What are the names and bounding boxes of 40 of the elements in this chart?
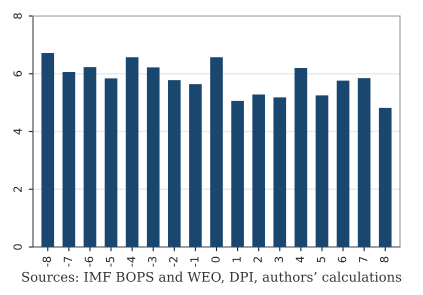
bar	[378, 108, 392, 247]
x-tick-label: 6	[338, 256, 346, 262]
bar	[231, 100, 244, 247]
x-tick-label: -1	[190, 257, 198, 267]
x-tick-label: -8	[42, 256, 51, 267]
bar	[84, 67, 96, 247]
y-tick-label: 2	[13, 186, 22, 192]
bar	[168, 80, 181, 247]
x-tick-label: -6	[84, 256, 94, 267]
bar	[294, 68, 308, 247]
bar	[252, 94, 266, 247]
source-note: Sources: IMF BOPS and WEO, DPI, authors’ calculations	[22, 272, 402, 284]
bar	[62, 72, 76, 247]
bar	[104, 78, 118, 247]
x-tick-label: 8	[380, 256, 388, 262]
x-tick-label: 2	[254, 257, 262, 262]
y-tick-label: 0	[13, 244, 22, 250]
bar	[126, 57, 138, 247]
x-tick-label: -2	[169, 257, 178, 267]
x-tick-label: 4	[296, 256, 304, 263]
bar	[316, 95, 328, 247]
y-tick-label: 4	[14, 128, 22, 134]
x-tick-label: -7	[64, 256, 72, 267]
x-tick-label: 5	[316, 257, 326, 262]
bar	[210, 57, 223, 247]
x-tick-label: -3	[148, 256, 156, 267]
bar	[146, 67, 160, 247]
x-tick-label: 3	[274, 256, 283, 262]
y-tick-label: 6	[13, 70, 22, 77]
x-tick-label: -4	[127, 256, 136, 267]
bar	[273, 97, 286, 247]
x-tick-label: 1	[232, 257, 241, 262]
x-tick-label: -5	[106, 257, 114, 267]
x-tick-label: 7	[359, 256, 368, 262]
x-tick-label: 0	[211, 256, 220, 262]
bar	[358, 78, 370, 247]
y-tick-label: 8	[13, 13, 22, 19]
bar	[189, 84, 202, 247]
bar	[336, 80, 350, 247]
bar	[41, 52, 54, 247]
